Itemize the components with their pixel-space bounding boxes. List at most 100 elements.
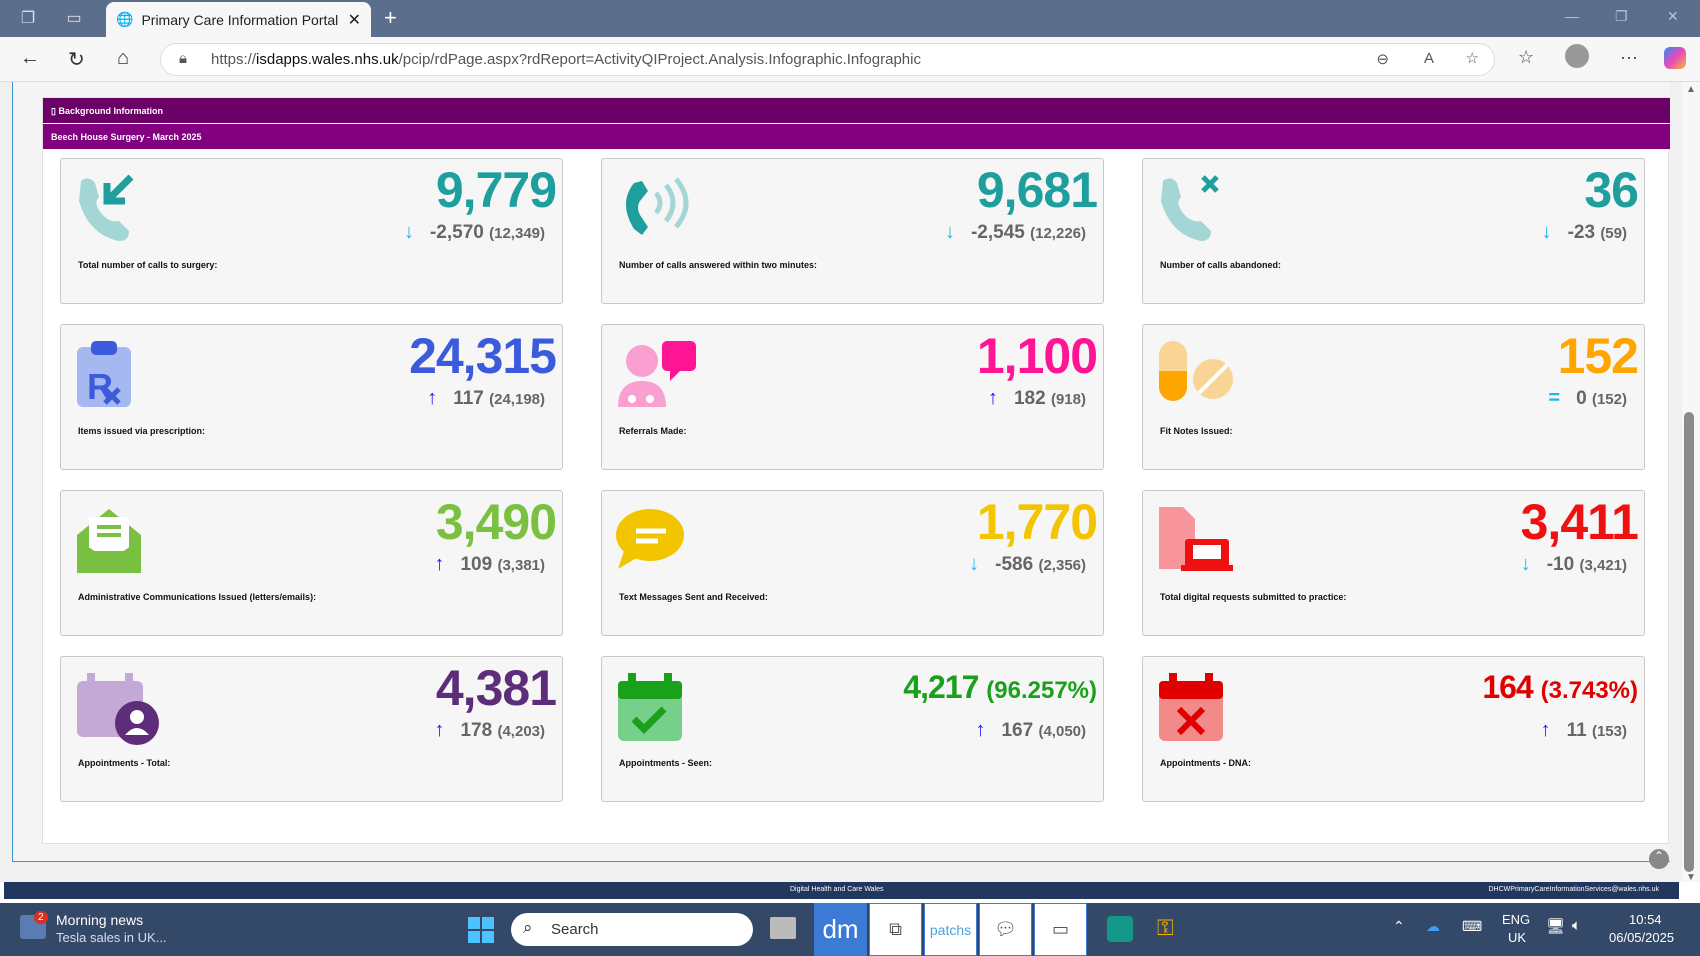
close-tab-icon[interactable]: ✕ xyxy=(347,11,361,29)
kpi-card[interactable]: 3,490 ↑ 109 (3,381) Administrative Commun… xyxy=(60,490,563,636)
footer: Digital Health and Care Wales DHCWPrimar… xyxy=(4,882,1679,899)
keyboard-icon[interactable]: ⌨ xyxy=(1462,918,1483,934)
scroll-top-button[interactable]: ⌃ xyxy=(1649,849,1669,869)
section-title: Background Information xyxy=(58,106,163,116)
kpi-card[interactable]: 3,411 ↓ -10 (3,421) Total digital request… xyxy=(1142,490,1645,636)
kpi-change: ↑ 117 (24,198) xyxy=(427,387,545,410)
kpi-label: Appointments - Total: xyxy=(78,758,171,768)
profile-avatar[interactable] xyxy=(1565,44,1589,68)
phone-missed-icon xyxy=(1161,175,1219,241)
files-app-icon[interactable]: ⧉ xyxy=(869,903,922,956)
clock-date[interactable]: 06/05/2025 xyxy=(1609,930,1675,945)
taskbar: 2 Morning news Tesla sales in UK... ⌕ Sea… xyxy=(0,903,1700,956)
kpi-card[interactable]: 164 (3.743%) ↑ 11 (153) Appointments - DN… xyxy=(1142,656,1645,802)
more-icon[interactable]: ··· xyxy=(1620,47,1638,67)
kpi-card[interactable]: R 24,315 ↑ 117 (24,198) Items issued via … xyxy=(60,324,563,470)
read-aloud-icon[interactable]: A xyxy=(1423,50,1434,67)
calendar-user-icon xyxy=(77,673,159,745)
kpi-card[interactable]: 1,770 ↓ -586 (2,356) Text Messages Sent a… xyxy=(601,490,1104,636)
volume-icon[interactable]: 🔈︎ xyxy=(1572,917,1582,934)
network-icon[interactable]: 🖥︎ xyxy=(1546,918,1566,935)
kpi-value: 3,490 xyxy=(435,494,557,550)
kpi-label: Total number of calls to surgery: xyxy=(78,260,218,270)
kpi-percent: (96.257%) xyxy=(986,677,1097,704)
kpi-card[interactable]: 36 ↓ -23 (59) Number of calls abandoned: xyxy=(1142,158,1645,304)
scrollbar-thumb[interactable] xyxy=(1684,412,1694,872)
news-subtitle[interactable]: Tesla sales in UK... xyxy=(56,930,167,945)
change-value: 182 xyxy=(1013,387,1046,409)
url-domain: isdapps.wales.nhs.uk xyxy=(256,51,399,68)
tab-title: Primary Care Information Portal xyxy=(141,11,339,28)
region[interactable]: UK xyxy=(1508,930,1527,945)
taskbar-search[interactable]: ⌕ Search xyxy=(511,913,753,946)
start-button[interactable] xyxy=(468,917,494,943)
trend-up-icon: ↑ xyxy=(434,553,445,575)
trend-equal-icon: = xyxy=(1548,387,1561,409)
favorite-star-icon[interactable]: ☆ xyxy=(1465,50,1479,67)
kpi-card[interactable]: 9,681 ↓ -2,545 (12,226) Number of calls a… xyxy=(601,158,1104,304)
search-label: Search xyxy=(551,921,599,938)
change-value: 0 xyxy=(1576,387,1587,409)
kpi-card[interactable]: 4,381 ↑ 178 (4,203) Appointments - Total: xyxy=(60,656,563,802)
kpi-label: Appointments - Seen: xyxy=(619,758,713,768)
page-content: ▯ Background Information Beech House Sur… xyxy=(0,82,1700,882)
change-value: -2,545 xyxy=(970,221,1025,243)
change-value: 167 xyxy=(1001,719,1034,741)
change-value: -23 xyxy=(1567,221,1596,243)
news-badge: 2 xyxy=(34,911,48,924)
kpi-value: 24,315 xyxy=(409,328,557,384)
kpi-value: 4,217 (96.257%) xyxy=(903,669,1097,705)
kpi-label: Administrative Communications Issued (le… xyxy=(78,592,317,602)
kpi-card[interactable]: 4,217 (96.257%) ↑ 167 (4,050) Appointment… xyxy=(601,656,1104,802)
patchs-app[interactable]: patchs xyxy=(924,903,977,956)
previous-value: (153) xyxy=(1591,722,1627,740)
trend-up-icon: ↑ xyxy=(975,719,986,741)
previous-value: (4,050) xyxy=(1038,722,1086,740)
kpi-change: ↑ 11 (153) xyxy=(1541,719,1627,742)
kpi-label: Items issued via prescription: xyxy=(78,426,206,436)
kpi-card[interactable]: 152 = 0 (152) Fit Notes Issued: xyxy=(1142,324,1645,470)
home-icon[interactable]: ⌂ xyxy=(117,47,130,69)
tray-chevron-icon[interactable]: ⌃ xyxy=(1393,918,1405,934)
kpi-change: ↓ -2,570 (12,349) xyxy=(404,221,545,244)
favorites-icon[interactable]: ☆ xyxy=(1518,47,1535,67)
onedrive-icon[interactable]: ☁ xyxy=(1426,918,1440,934)
report-frame: ▯ Background Information Beech House Sur… xyxy=(12,82,1670,869)
minimize-button[interactable]: — xyxy=(1565,8,1579,24)
new-tab-button[interactable]: + xyxy=(384,5,397,30)
refresh-icon[interactable]: ↻ xyxy=(68,49,85,71)
dm-app[interactable]: dm xyxy=(814,903,867,956)
task-view-icon[interactable] xyxy=(770,917,796,939)
trend-up-icon: ↑ xyxy=(987,387,998,409)
footer-email[interactable]: DHCWPrimaryCareInformationServices@wales… xyxy=(1488,886,1660,893)
address-bar-row: ← ↻ ⌂ 🔒︎ https://isdapps.wales.nhs.uk/pc… xyxy=(0,37,1700,82)
doctor-chat-icon xyxy=(618,341,696,407)
back-icon[interactable]: ← xyxy=(20,47,40,69)
language[interactable]: ENG xyxy=(1502,912,1531,927)
copilot-icon[interactable] xyxy=(1664,47,1686,69)
url-path: /pcip/rdPage.aspx?rdReport=ActivityQIPro… xyxy=(398,51,921,68)
change-value: -10 xyxy=(1546,553,1575,575)
practice-period-title: Beech House Surgery - March 2025 xyxy=(43,124,1670,149)
kpi-value: 9,681 xyxy=(976,162,1098,218)
url-input[interactable]: 🔒︎ https://isdapps.wales.nhs.uk/pcip/rdP… xyxy=(160,43,1495,76)
workspaces-icon[interactable]: ❐ xyxy=(20,10,36,27)
remote-app-icon[interactable] xyxy=(1107,916,1133,942)
kpi-change: ↑ 167 (4,050) xyxy=(975,719,1086,742)
document-icon: ▯ xyxy=(51,106,59,116)
browser-tab[interactable]: 🌐 Primary Care Information Portal ✕ xyxy=(106,2,371,37)
chat-app-icon[interactable]: 💬︎ xyxy=(979,903,1032,956)
video-app-icon[interactable]: ▭ xyxy=(1034,903,1087,956)
globe-icon: 🌐 xyxy=(116,11,134,27)
tab-actions-icon[interactable]: ▭ xyxy=(66,10,82,27)
key-app-icon[interactable]: ⚿ xyxy=(1157,915,1174,940)
zoom-icon[interactable]: ⊖ xyxy=(1376,51,1389,68)
news-title[interactable]: Morning news xyxy=(56,912,144,928)
kpi-card[interactable]: 1,100 ↑ 182 (918) Referrals Made: xyxy=(601,324,1104,470)
trend-down-icon: ↓ xyxy=(403,221,414,243)
kpi-card[interactable]: 9,779 ↓ -2,570 (12,349) Total number of c… xyxy=(60,158,563,304)
section-header[interactable]: ▯ Background Information xyxy=(43,98,1670,123)
close-window-button[interactable]: ✕ xyxy=(1667,8,1679,24)
clock-time[interactable]: 10:54 xyxy=(1629,912,1662,927)
restore-button[interactable]: ❐ xyxy=(1615,8,1628,24)
